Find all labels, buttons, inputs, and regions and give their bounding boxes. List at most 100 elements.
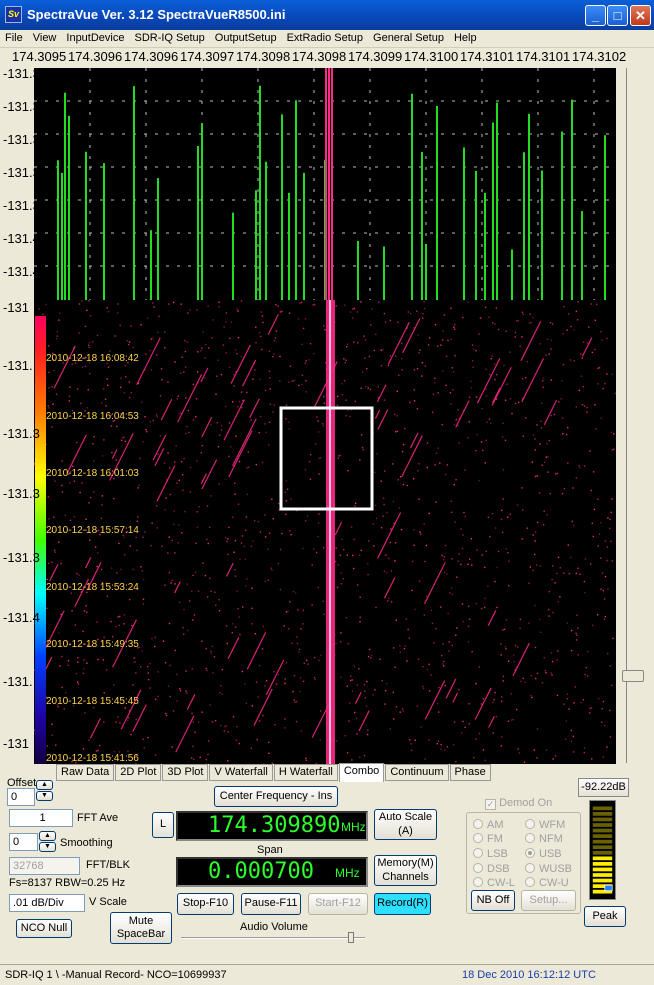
fft-ave-label: FFT Ave [77, 812, 119, 824]
l-button[interactable]: L [152, 812, 174, 838]
memory-channels-button[interactable]: Memory(M) Channels [374, 855, 437, 886]
mode-fm-radio[interactable]: FM [473, 833, 503, 845]
menu-general-setup[interactable]: General Setup [373, 32, 444, 44]
tab-v-waterfall[interactable]: V Waterfall [209, 764, 273, 781]
menu-outputsetup[interactable]: OutputSetup [214, 32, 277, 44]
menu-help[interactable]: Help [453, 32, 477, 44]
timestamp: 2010-12-18 15:49:35 [46, 639, 139, 650]
smoothing-down-arrow-icon[interactable]: ▼ [39, 842, 56, 852]
freq-tick: 174.3095 [12, 49, 67, 64]
timestamp: 2010-12-18 16:04:53 [46, 411, 139, 422]
fft-ave-input[interactable]: 1 [9, 809, 73, 827]
freq-tick: 174.3099 [348, 49, 403, 64]
mode-wusb-radio[interactable]: WUSB [525, 863, 572, 875]
mode-wfm-radio[interactable]: WFM [525, 819, 565, 831]
smoothing-up-arrow-icon[interactable]: ▲ [39, 831, 56, 841]
tab-3d-plot[interactable]: 3D Plot [162, 764, 209, 781]
freq-tick: 174.3101 [460, 49, 515, 64]
vscale-select[interactable]: .01 dB/Div [9, 894, 85, 912]
y-tick: -131.4 [3, 231, 40, 246]
level-slider-thumb[interactable] [622, 670, 644, 682]
tab-h-waterfall[interactable]: H Waterfall [273, 764, 338, 781]
freq-tick: 174.3101 [516, 49, 571, 64]
mode-dsb-radio[interactable]: DSB [473, 863, 510, 875]
center-frequency-display[interactable]: 174.309890 [176, 811, 368, 841]
menu-file[interactable]: File [5, 32, 23, 44]
minimize-button[interactable]: _ [585, 5, 606, 26]
mode-nfm-radio[interactable]: NFM [525, 833, 563, 845]
waterfall-y-axis: -131 -131. -131.3 -131.3 -131.3 -131.4 -… [0, 300, 46, 764]
start-button[interactable]: Start-F12 [308, 893, 368, 915]
fft-blk-select[interactable]: 32768 [9, 857, 80, 875]
auto-scale-button[interactable]: Auto Scale (A) [374, 809, 437, 840]
menu-sdriq-setup[interactable]: SDR-IQ Setup [134, 32, 205, 44]
y-tick: -131.32 [3, 99, 48, 114]
mode-cwu-radio[interactable]: CW-U [525, 877, 569, 889]
nb-off-button[interactable]: NB Off [471, 890, 515, 911]
mode-am-radio[interactable]: AM [473, 819, 504, 831]
view-tabs: Raw Data 2D Plot 3D Plot V Waterfall H W… [56, 763, 492, 782]
freq-tick: 174.3098 [292, 49, 347, 64]
record-button[interactable]: Record(R) [374, 893, 431, 915]
audio-volume-thumb[interactable] [348, 932, 354, 943]
waterfall-display[interactable] [34, 300, 616, 764]
audio-volume-label: Audio Volume [240, 921, 308, 933]
mode-cwl-radio[interactable]: CW-L [473, 877, 515, 889]
tab-combo[interactable]: Combo [338, 763, 385, 782]
offset-up-arrow-icon[interactable]: ▲ [36, 780, 53, 790]
vscale-label: V Scale [89, 896, 127, 908]
demod-on-checkbox[interactable]: ✓ Demod On [485, 797, 552, 810]
signal-meter [589, 800, 616, 900]
tab-2d-plot[interactable]: 2D Plot [115, 764, 162, 781]
status-bar: SDR-IQ 1 \ -Manual Record- NCO=10699937 … [0, 964, 654, 985]
spectrum-plot[interactable] [34, 68, 616, 300]
color-scale-bar [35, 316, 46, 764]
tab-phase[interactable]: Phase [449, 764, 491, 781]
timestamp-column: 2010-12-18 16:08:42 2010-12-18 16:04:53 … [0, 300, 200, 764]
timestamp: 2010-12-18 16:08:42 [46, 353, 139, 364]
window-title: SpectraVue Ver. 3.12 SpectraVueR8500.ini [27, 7, 286, 22]
mhz-unit: MHz [341, 820, 366, 834]
menu-inputdevice[interactable]: InputDevice [66, 32, 125, 44]
audio-volume-track[interactable] [181, 937, 365, 939]
mute-button[interactable]: Mute SpaceBar [110, 912, 172, 944]
offset-down-arrow-icon[interactable]: ▼ [36, 791, 53, 801]
app-icon: Sv [5, 6, 22, 23]
timestamp: 2010-12-18 15:45:45 [46, 696, 139, 707]
span-display[interactable]: 0.000700 [176, 857, 368, 887]
y-tick: -131.3 [3, 66, 40, 81]
mode-usb-radio[interactable]: USB [525, 848, 562, 860]
freq-tick: 174.3098 [236, 49, 291, 64]
amplitude-axis: -131.3 -131.32 -131.34 -131.36 -131.38 -… [0, 66, 48, 766]
selection-box [279, 406, 374, 511]
offset-input[interactable]: 0 [7, 788, 35, 806]
mode-lsb-radio[interactable]: LSB [473, 848, 508, 860]
demod-group: AM WFM FM NFM LSB USB DSB WUSB CW-L CW-U [466, 812, 581, 914]
y-tick: -131 [3, 736, 30, 751]
level-slider-track[interactable] [626, 68, 640, 763]
demod-setup-button[interactable]: Setup... [521, 890, 576, 911]
span-label: Span [257, 844, 283, 856]
mhz-unit: MHz [335, 866, 360, 880]
title-bar: Sv SpectraVue Ver. 3.12 SpectraVueR8500.… [0, 0, 654, 30]
status-datetime: 18 Dec 2010 16:12:12 UTC [462, 969, 596, 981]
menu-extradio-setup[interactable]: ExtRadio Setup [286, 32, 364, 44]
tab-raw-data[interactable]: Raw Data [56, 764, 115, 781]
close-button[interactable]: ✕ [630, 5, 651, 26]
tab-continuum[interactable]: Continuum [385, 764, 449, 781]
y-tick: -131.4 [3, 610, 40, 625]
pause-button[interactable]: Pause-F11 [241, 893, 301, 915]
y-tick: -131.38 [3, 198, 48, 213]
center-frequency-button[interactable]: Center Frequency - Ins [214, 786, 338, 807]
smoothing-input[interactable]: 0 [9, 833, 38, 851]
nco-null-button[interactable]: NCO Null [16, 919, 72, 938]
peak-button[interactable]: Peak [584, 906, 626, 927]
y-tick: -131.3 [3, 550, 40, 565]
demod-on-label: Demod On [499, 797, 553, 809]
menu-view[interactable]: View [32, 32, 57, 44]
maximize-button[interactable]: □ [607, 5, 628, 26]
waterfall-image [34, 300, 616, 764]
db-level-readout: -92.22dB [578, 778, 629, 797]
stop-button[interactable]: Stop-F10 [177, 893, 234, 915]
offset-label: Offset [7, 777, 37, 789]
